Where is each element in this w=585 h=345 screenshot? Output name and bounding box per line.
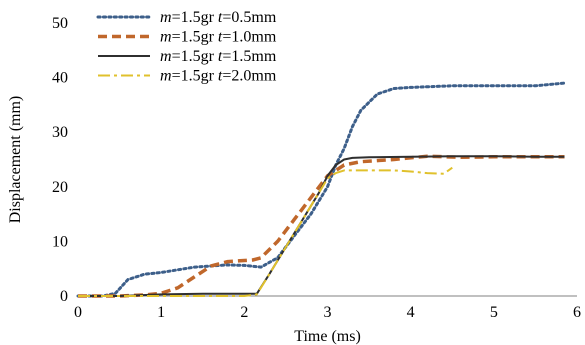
y-tick-label: 50 bbox=[52, 15, 68, 32]
x-tick-label: 2 bbox=[240, 304, 248, 321]
y-tick-label: 30 bbox=[52, 124, 68, 141]
series-group bbox=[76, 81, 566, 298]
x-tick-label: 5 bbox=[490, 304, 498, 321]
series-line-1 bbox=[76, 81, 566, 298]
x-axis-title: Time (ms) bbox=[294, 328, 361, 345]
legend-entry: m=1.5gr t=0.5mm bbox=[160, 9, 277, 26]
x-ticks: 0 1 2 3 4 5 6 bbox=[74, 304, 581, 321]
y-axis-title: Displacement (mm) bbox=[7, 96, 24, 224]
legend: m=1.5gr t=0.5mm m=1.5gr t=1.0mm m=1.5gr t=… bbox=[96, 9, 277, 85]
y-tick-label: 0 bbox=[60, 288, 68, 305]
x-tick-label: 1 bbox=[157, 304, 165, 321]
legend-entry: m=1.5gr t=1.5mm bbox=[160, 48, 277, 65]
x-tick-label: 4 bbox=[407, 304, 415, 321]
y-tick-label: 40 bbox=[52, 70, 68, 87]
y-tick-label: 10 bbox=[52, 233, 68, 250]
x-tick-label: 0 bbox=[74, 304, 82, 321]
series-line-3 bbox=[78, 155, 565, 297]
x-tick-label: 3 bbox=[324, 304, 332, 321]
series-line-4 bbox=[78, 166, 453, 297]
axes: 0 1 2 3 4 5 6 0 10 20 30 40 50 bbox=[52, 15, 581, 321]
y-tick-label: 20 bbox=[52, 179, 68, 196]
series-line-2 bbox=[78, 154, 565, 298]
legend-entry: m=1.5gr t=1.0mm bbox=[160, 29, 277, 46]
legend-entry: m=1.5gr t=2.0mm bbox=[160, 68, 277, 85]
x-tick-label: 6 bbox=[573, 304, 581, 321]
y-ticks: 0 10 20 30 40 50 bbox=[52, 15, 68, 305]
